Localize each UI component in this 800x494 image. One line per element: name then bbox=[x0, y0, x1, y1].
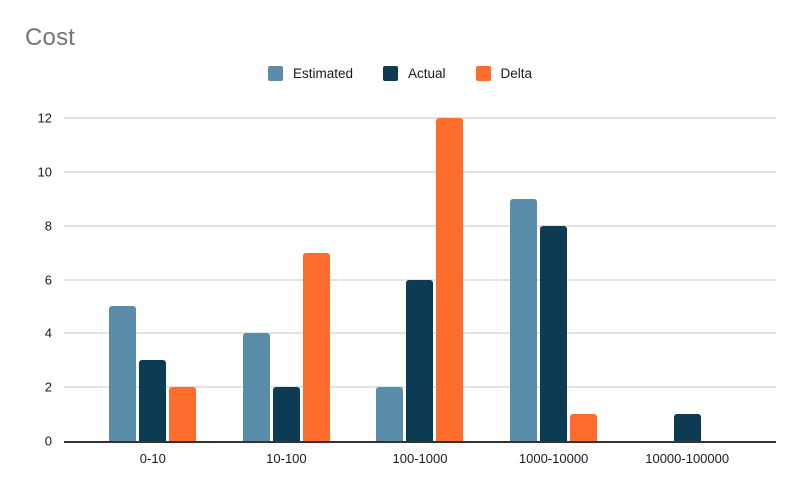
bar-delta-0-10 bbox=[169, 387, 197, 441]
x-axis-category-label: 1000-10000 bbox=[518, 451, 589, 466]
plot-area: 0 2 4 6 8 10 12 0-10 10-100 100-1000 1000-10000 100… bbox=[38, 112, 776, 466]
bar-estimated-100-1000 bbox=[376, 387, 404, 441]
x-axis-category-label: 100-1000 bbox=[392, 451, 448, 466]
bar-group-1000-10000: 1000-10000 bbox=[487, 118, 621, 466]
legend-swatch-icon bbox=[382, 65, 398, 81]
bar-delta-1000-10000 bbox=[570, 414, 598, 441]
x-axis-category-label: 10-100 bbox=[266, 451, 307, 466]
x-axis-category-label: 0-10 bbox=[139, 451, 166, 466]
legend-item-delta[interactable]: Delta bbox=[475, 65, 533, 81]
y-axis-tick-label: 6 bbox=[44, 272, 52, 287]
bar-groups-row: 0-10 10-100 100-1000 1000-10000 10000-100000 bbox=[64, 118, 776, 466]
bar-group-10000-100000: 10000-100000 bbox=[620, 118, 754, 466]
legend-label: Actual bbox=[407, 65, 446, 81]
y-axis-tick-label: 0 bbox=[44, 433, 52, 449]
bar-actual-10000-100000 bbox=[673, 414, 701, 441]
y-axis-tick-label: 2 bbox=[44, 379, 52, 395]
bar-estimated-1000-10000 bbox=[510, 198, 538, 441]
legend-label: Delta bbox=[500, 65, 533, 81]
bar-delta-100-1000 bbox=[436, 118, 464, 441]
bar-estimated-10-100 bbox=[242, 333, 270, 441]
legend-item-estimated[interactable]: Estimated bbox=[267, 65, 353, 81]
legend-swatch-icon bbox=[475, 65, 491, 81]
x-axis-category-label: 10000-100000 bbox=[645, 451, 730, 466]
legend-item-actual[interactable]: Actual bbox=[382, 65, 446, 81]
gridline bbox=[64, 117, 776, 119]
legend-swatch-icon bbox=[267, 65, 283, 81]
bar-actual-10-100 bbox=[272, 387, 300, 441]
bar-delta-10-100 bbox=[302, 252, 330, 441]
chart-legend: Estimated Actual Delta bbox=[0, 60, 800, 86]
bar-actual-0-10 bbox=[139, 360, 167, 441]
bar-group-10-100: 10-100 bbox=[220, 118, 354, 466]
y-axis-tick-label: 4 bbox=[44, 325, 52, 341]
bar-group-0-10: 0-10 bbox=[86, 118, 220, 466]
bar-actual-100-1000 bbox=[406, 279, 434, 441]
y-axis-tick-label: 10 bbox=[37, 164, 52, 180]
y-axis-tick-label: 12 bbox=[37, 110, 52, 126]
legend-label: Estimated bbox=[292, 65, 353, 81]
gridline bbox=[64, 224, 776, 227]
bar-actual-1000-10000 bbox=[540, 225, 568, 441]
bar-estimated-0-10 bbox=[109, 306, 137, 441]
gridline bbox=[64, 170, 776, 173]
chart-title: Cost bbox=[25, 24, 76, 51]
y-axis-tick-label: 8 bbox=[44, 218, 52, 234]
bar-group-100-1000: 100-1000 bbox=[353, 118, 487, 466]
